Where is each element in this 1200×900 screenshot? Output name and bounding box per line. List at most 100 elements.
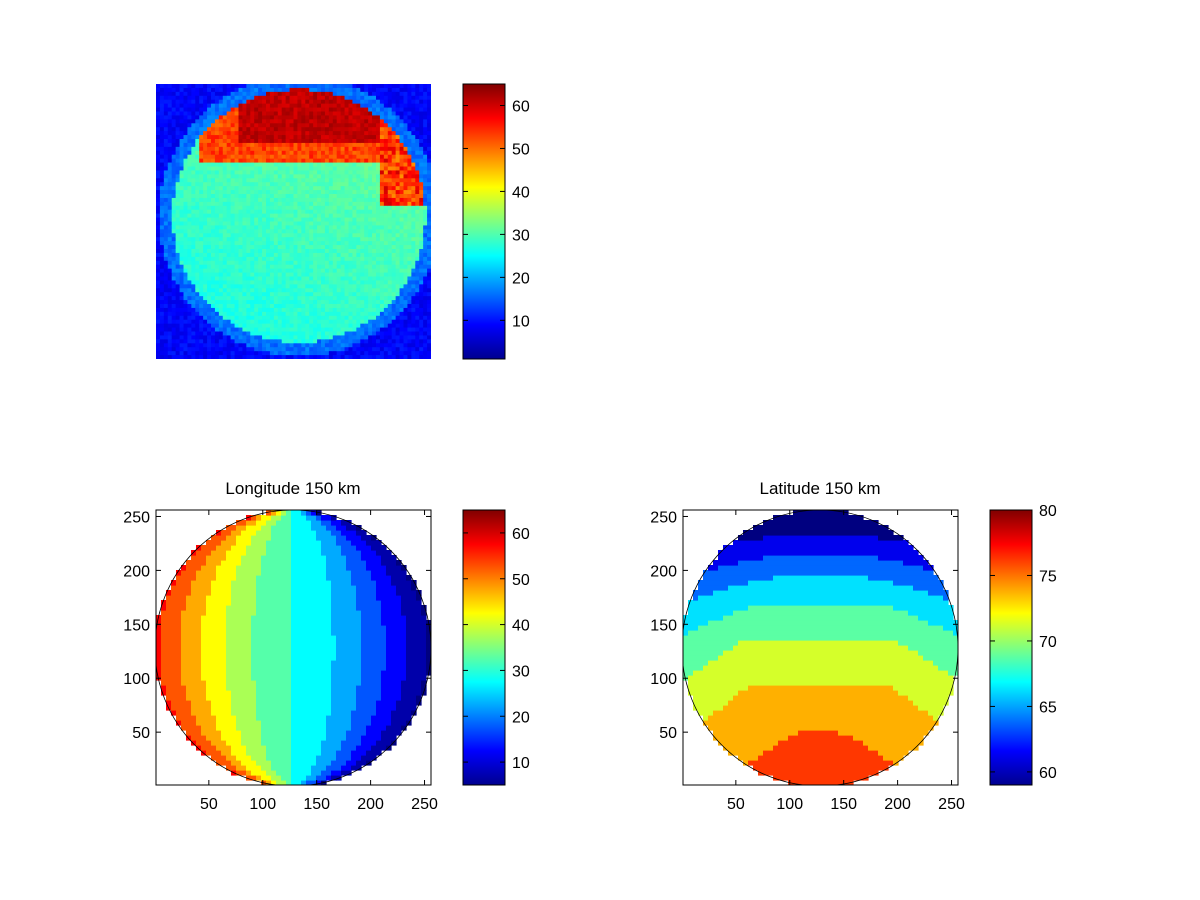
image-pixel: [289, 315, 294, 321]
image-pixel: [266, 170, 271, 175]
image-pixel: [297, 95, 302, 101]
image-pixel: [364, 87, 369, 93]
image-pixel: [387, 327, 393, 332]
image-pixel: [309, 182, 314, 187]
image-pixel: [332, 339, 338, 344]
image-pixel: [348, 355, 353, 359]
image-pixel: [179, 139, 184, 144]
image-pixel: [211, 146, 216, 152]
image-pixel: [262, 139, 267, 144]
image-pixel: [187, 111, 192, 116]
image-pixel: [175, 288, 181, 293]
image-pixel: [199, 142, 204, 148]
image-pixel: [285, 252, 291, 258]
image-pixel: [254, 335, 259, 340]
image-pixel: [167, 221, 173, 226]
contour-cell: [161, 610, 167, 616]
image-pixel: [277, 241, 283, 246]
image-pixel: [191, 107, 196, 112]
image-pixel: [297, 315, 302, 321]
image-pixel: [187, 331, 192, 336]
image-pixel: [407, 347, 412, 352]
image-pixel: [254, 347, 259, 352]
image-pixel: [368, 174, 373, 179]
image-pixel: [305, 87, 310, 93]
image-pixel: [387, 111, 393, 116]
image-pixel: [423, 307, 428, 313]
image-pixel: [379, 131, 385, 136]
image-pixel: [285, 280, 291, 285]
image-pixel: [163, 307, 169, 313]
image-pixel: [211, 268, 216, 274]
image-pixel: [254, 142, 259, 148]
image-pixel: [395, 213, 401, 219]
image-pixel: [391, 284, 397, 289]
image-pixel: [423, 150, 428, 156]
image-pixel: [218, 245, 224, 250]
image-pixel: [301, 194, 306, 199]
image-pixel: [391, 233, 397, 238]
image-pixel: [324, 347, 330, 352]
image-pixel: [313, 225, 318, 230]
image-pixel: [387, 166, 393, 171]
image-pixel: [356, 300, 361, 305]
image-pixel: [222, 139, 228, 144]
image-pixel: [395, 249, 401, 254]
image-pixel: [211, 307, 216, 313]
image-pixel: [183, 103, 188, 109]
image-pixel: [376, 327, 381, 332]
image-pixel: [266, 158, 271, 164]
image-pixel: [222, 260, 228, 266]
image-pixel: [376, 260, 381, 266]
image-pixel: [348, 323, 353, 329]
image-pixel: [324, 178, 330, 183]
image-pixel: [273, 311, 279, 317]
image-pixel: [301, 111, 306, 116]
image-pixel: [191, 343, 196, 348]
image-pixel: [364, 284, 369, 289]
image-pixel: [411, 296, 416, 301]
image-pixel: [336, 233, 342, 238]
image-pixel: [348, 300, 353, 305]
image-pixel: [403, 170, 408, 175]
image-pixel: [191, 335, 196, 340]
image-pixel: [285, 284, 291, 289]
image-pixel: [167, 284, 173, 289]
image-pixel: [281, 343, 287, 348]
image-pixel: [368, 182, 373, 187]
image-pixel: [250, 288, 255, 293]
image-pixel: [379, 91, 385, 97]
image-pixel: [285, 221, 291, 226]
image-pixel: [203, 166, 208, 171]
image-pixel: [262, 245, 267, 250]
image-pixel: [230, 311, 236, 317]
image-pixel: [262, 127, 267, 132]
image-pixel: [379, 150, 385, 156]
image-pixel: [317, 347, 322, 352]
image-pixel: [399, 209, 404, 215]
image-pixel: [419, 217, 424, 222]
contour-cell: [166, 635, 172, 641]
image-pixel: [238, 272, 243, 277]
image-pixel: [262, 339, 267, 344]
image-pixel: [289, 241, 294, 246]
image-pixel: [328, 119, 334, 124]
image-pixel: [156, 95, 161, 101]
image-pixel: [171, 154, 177, 160]
image-pixel: [368, 319, 373, 325]
image-pixel: [199, 182, 204, 187]
image-pixel: [407, 182, 412, 187]
image-pixel: [171, 327, 177, 332]
image-pixel: [273, 304, 279, 309]
image-pixel: [179, 355, 184, 359]
image-pixel: [379, 355, 385, 359]
image-pixel: [376, 343, 381, 348]
image-pixel: [269, 213, 275, 219]
image-pixel: [403, 111, 408, 116]
image-pixel: [309, 335, 314, 340]
image-pixel: [309, 131, 314, 136]
image-pixel: [285, 296, 291, 301]
image-pixel: [403, 103, 408, 109]
image-pixel: [383, 95, 389, 101]
